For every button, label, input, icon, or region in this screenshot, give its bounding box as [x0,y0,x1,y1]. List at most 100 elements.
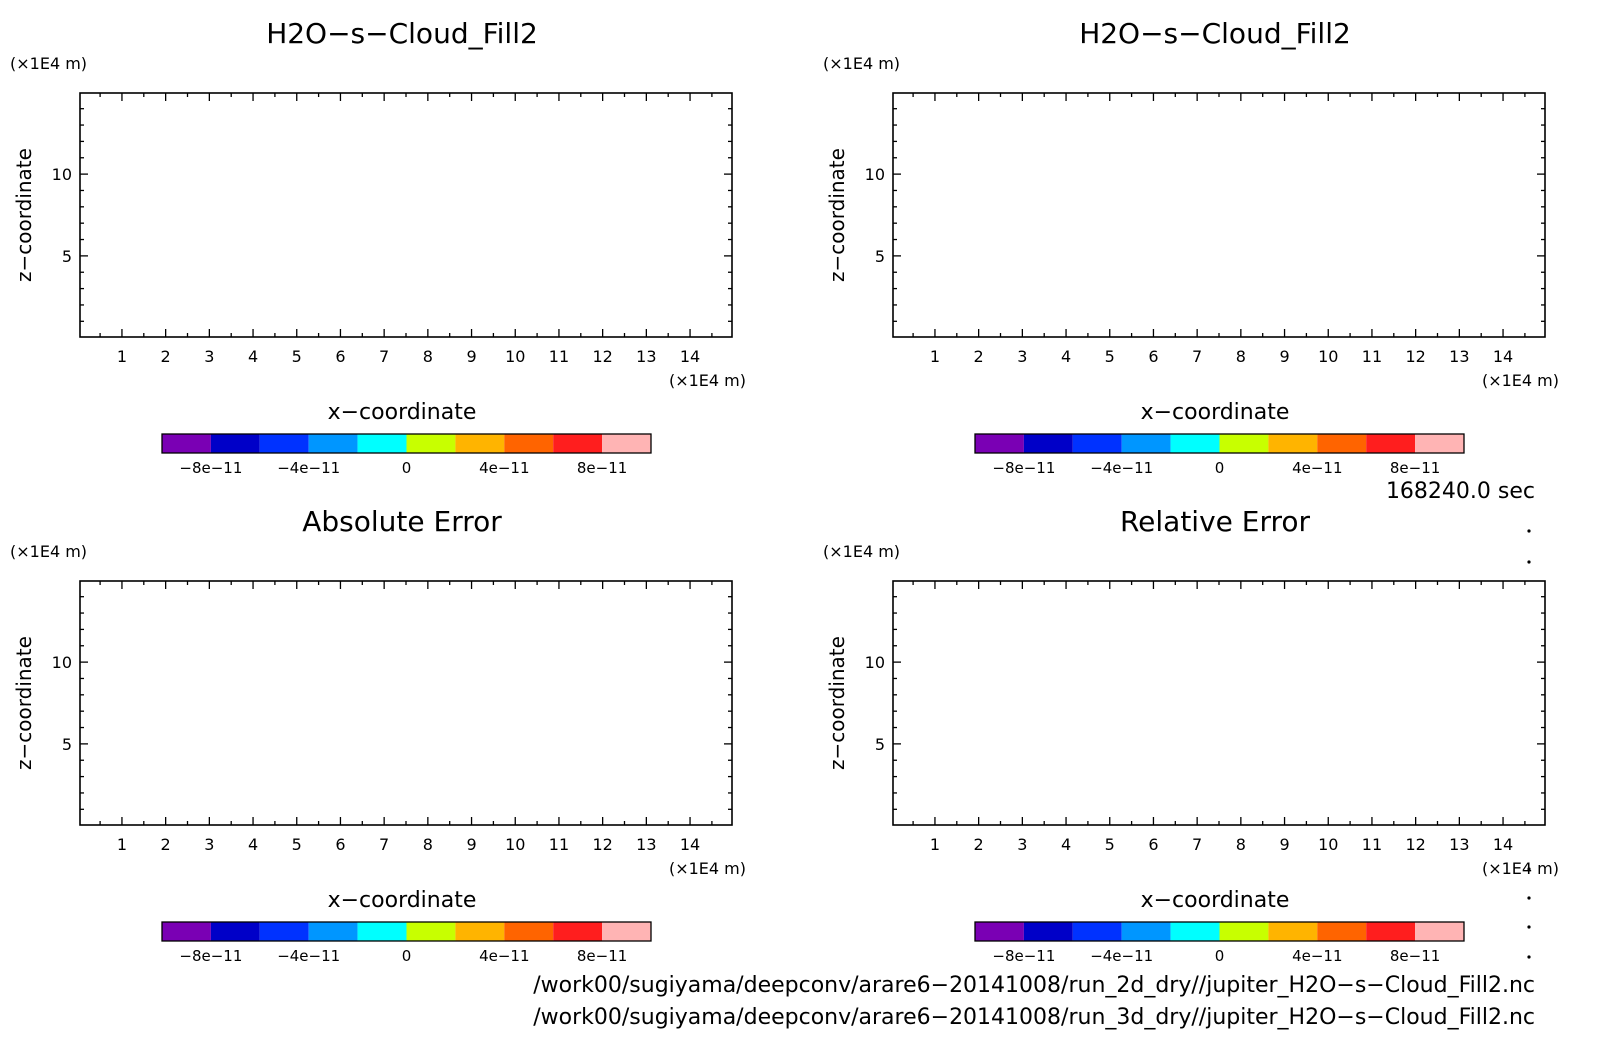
colorbar-segment [406,922,456,941]
x-tick-label: 9 [466,835,476,854]
x-tick-label: 5 [292,347,302,366]
x-tick-label: 14 [680,835,700,854]
x-tick-label: 8 [423,835,433,854]
x-tick-label: 2 [974,835,984,854]
colorbar-label: 4e−11 [1292,459,1342,477]
colorbar-label: −8e−11 [179,947,242,965]
x-tick-label: 1 [930,347,940,366]
colorbar-segment [975,434,1024,453]
x-tick-label: 5 [1105,835,1115,854]
x-tick-label: 1 [117,835,127,854]
x-tick-label: 6 [1148,347,1158,366]
colorbar-segment [259,434,309,453]
time-annotation: 168240.0 sec [1386,479,1535,504]
colorbar-segment [162,922,211,941]
chart-panel-4: Relative Error(×1E4 m)1 2 3 4 5 6 7 8 9 10 11 12 13 1… [823,505,1559,965]
colorbar-segment [1415,922,1464,941]
colorbar-segment [504,434,554,453]
colorbar-segment [1268,434,1318,453]
x-tick-label: 3 [204,347,214,366]
x-tick-label: 10 [1318,835,1338,854]
colorbar-segment [504,922,554,941]
x-tick-label: 6 [1148,835,1158,854]
y-unit-label: (×1E4 m) [10,54,87,73]
plot-frame [892,580,1546,826]
x-axis-label: x−coordinate [1141,888,1290,913]
x-tick-label: 8 [1236,347,1246,366]
x-tick-label: 14 [680,347,700,366]
colorbar-label: −8e−11 [179,459,242,477]
x-tick-label: 4 [1061,347,1071,366]
colorbar-segment [1366,922,1416,941]
x-tick-label: 9 [466,347,476,366]
x-tick-label: 5 [292,835,302,854]
colorbar-segment [553,922,603,941]
chart-panel-2: H2O−s−Cloud_Fill2(×1E4 m)1 2 3 4 5 6 7 8 9 10 11 12… [823,17,1559,477]
panels: H2O−s−Cloud_Fill2(×1E4 m)1 2 3 4 5 6 7 8 9 10 11 12… [10,17,1559,965]
y-tick-label: 5 [62,735,72,754]
x-tick-label: 7 [379,835,389,854]
chart-title: H2O−s−Cloud_Fill2 [266,17,538,50]
x-tick-label: 1 [930,835,940,854]
colorbar-frame [974,433,1465,454]
colorbar-segment [1219,434,1269,453]
colorbar-label: 0 [402,459,412,477]
dot-markers [1527,529,1531,959]
y-tick-label: 5 [875,247,885,266]
colorbar-segment [210,922,260,941]
y-unit-label: (×1E4 m) [10,542,87,561]
colorbar-segment [1023,922,1073,941]
x-tick-label: 3 [204,835,214,854]
x-tick-label: 13 [1449,347,1469,366]
colorbar-label: 0 [1215,947,1225,965]
x-tick-label: 10 [505,347,525,366]
colorbar-segment [308,922,358,941]
x-tick-label: 14 [1493,835,1513,854]
x-tick-label: 1 [117,347,127,366]
x-tick-label: 7 [379,347,389,366]
colorbar-segment [975,922,1024,941]
x-tick-label: 13 [636,347,656,366]
x-unit-label: (×1E4 m) [669,371,746,390]
y-tick-label: 5 [875,735,885,754]
colorbar-label: 0 [402,947,412,965]
x-tick-label: 10 [1318,347,1338,366]
colorbar-label: −4e−11 [277,459,340,477]
colorbar-segment [1072,922,1122,941]
colorbar-segment [553,434,603,453]
y-tick-label: 10 [865,653,885,672]
y-axis-label: z−coordinate [12,148,36,282]
x-unit-label: (×1E4 m) [669,859,746,878]
x-tick-label: 2 [974,347,984,366]
colorbar-label: 8e−11 [577,459,627,477]
colorbar-segment [1317,922,1367,941]
x-axis-label: x−coordinate [328,888,477,913]
colorbar-label: −4e−11 [1090,459,1153,477]
chart-panel-1: H2O−s−Cloud_Fill2(×1E4 m)1 2 3 4 5 6 7 8 9 10 11 12… [10,17,746,477]
colorbar-segment [455,434,505,453]
x-tick-label: 2 [161,347,171,366]
colorbar-segment [1219,922,1269,941]
colorbar-segment [1023,434,1073,453]
x-tick-label: 8 [423,347,433,366]
plot-frame [892,92,1546,338]
x-unit-label: (×1E4 m) [1482,859,1559,878]
colorbar-label: 4e−11 [479,459,529,477]
x-axis-label: x−coordinate [1141,400,1290,425]
colorbar-segment [1268,922,1318,941]
colorbar-label: 8e−11 [1390,459,1440,477]
x-tick-label: 12 [1405,347,1425,366]
plot-frame [79,580,733,826]
colorbar-segment [1170,434,1220,453]
x-tick-label: 3 [1017,835,1027,854]
colorbar-label: 0 [1215,459,1225,477]
x-tick-label: 4 [1061,835,1071,854]
x-axis-label: x−coordinate [328,400,477,425]
chart-title: H2O−s−Cloud_Fill2 [1079,17,1351,50]
x-tick-label: 12 [592,835,612,854]
x-tick-label: 6 [335,347,345,366]
x-tick-label: 4 [248,835,258,854]
colorbar-label: 4e−11 [479,947,529,965]
y-tick-label: 5 [62,247,72,266]
colorbar-frame [974,921,1465,942]
